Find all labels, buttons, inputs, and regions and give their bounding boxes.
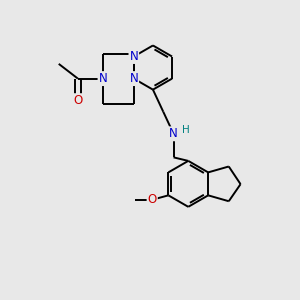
Text: N: N (98, 72, 107, 85)
Text: O: O (148, 193, 157, 206)
Text: O: O (73, 94, 83, 107)
Text: N: N (129, 50, 138, 63)
Text: H: H (182, 125, 190, 135)
Text: N: N (129, 72, 138, 85)
Text: N: N (169, 127, 178, 140)
